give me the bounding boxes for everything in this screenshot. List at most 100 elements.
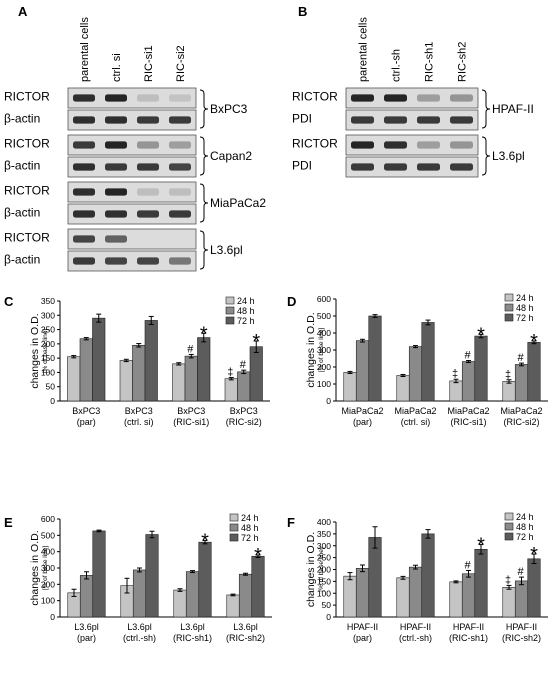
blot-row-label: RICTOR [4,183,50,197]
bar [173,589,187,618]
legend-label: 24 h [241,513,259,523]
bar [238,573,253,618]
blot-band [169,94,191,102]
category-label: L3.6pl [74,622,99,632]
blot-strip [345,109,479,131]
y-axis-label: changes in O.D. [29,530,41,605]
category-sublabel: (par) [353,633,372,643]
legend-swatch [504,293,514,302]
significance-marker: # [517,352,524,364]
blot-band [450,141,473,149]
category-sublabel: (RIC-si1) [173,417,209,427]
significance-marker: * [254,545,262,567]
category-sublabel: (par) [77,633,96,643]
significance-marker: * [200,323,208,345]
category-sublabel: (par) [353,417,372,427]
blot-band [169,163,191,171]
lane-label: RIC-si1 [143,45,155,82]
significance-marker: ‡ [227,367,233,379]
y-axis-label: changes in O.D. [305,312,317,387]
cell-line-label: Capan2 [210,149,252,163]
panel-label: B [298,4,307,19]
legend-swatch [504,512,514,521]
y-tick-label: 300 [317,345,331,355]
legend-label: 72 h [241,533,259,543]
blot-band [169,257,191,265]
blot-band [73,163,95,171]
blot-row-label: RICTOR [4,89,50,103]
y-tick-label: 200 [41,579,55,589]
group-bracket [199,183,209,223]
category-sublabel: (par) [77,417,96,427]
y-tick-label: 500 [41,530,55,540]
blot-band [137,188,159,196]
y-tick-label: 100 [317,379,331,389]
category-sublabel: (RIC-sh1) [449,633,488,643]
significance-marker: * [530,544,538,566]
bar [92,530,106,618]
blot-band [351,94,374,102]
blot-band [105,235,127,243]
y-tick-label: 200 [317,565,331,575]
blot-row-label: RICTOR [292,89,338,103]
y-tick-label: 100 [317,588,331,598]
significance-marker: # [240,359,247,371]
legend-swatch [504,532,514,541]
bar [343,575,357,618]
blot-band [417,94,440,102]
category-sublabel: (RIC-sh2) [502,633,541,643]
bar [514,364,529,402]
legend-swatch [504,522,514,531]
bar [396,375,410,402]
y-axis-label: changes in O.D. [305,532,317,607]
category-sublabel: (ctrl.-sh) [123,633,156,643]
bar [368,537,382,618]
bar [237,371,251,402]
lane-label: ctrl. si [111,53,123,82]
blot-band [137,210,159,218]
blot-band [417,141,440,149]
bar [514,580,529,618]
y-tick-label: 350 [317,529,331,539]
category-label: HPAF-II [506,622,537,632]
group-bracket [199,136,209,176]
y-tick-label: 150 [317,576,331,586]
blot-strip [67,228,197,250]
blot-band [105,188,127,196]
y-axis-label: changes in O.D. [29,313,41,388]
blot-band [169,210,191,218]
category-sublabel: (RIC-si2) [504,417,540,427]
cell-line-label: HPAF-II [492,102,534,116]
legend-label: 48 h [241,523,259,533]
blot-row-label: β-actin [4,205,40,219]
blot-band [105,163,127,171]
category-label: L3.6pl [127,622,152,632]
bar [198,541,212,618]
blot-band [73,210,95,218]
y-tick-label: 100 [41,596,55,606]
cell-line-label: L3.6pl [492,149,525,163]
legend-label: 72 h [516,313,534,323]
blot-band [137,141,159,149]
y-tick-label: 300 [41,563,55,573]
blot-band [450,163,473,171]
blot-band [137,94,159,102]
group-bracket [481,136,491,176]
bar [502,587,516,618]
group-bracket [481,89,491,129]
blot-band [417,116,440,124]
cell-line-label: L3.6pl [210,243,243,257]
y-tick-label: 0 [326,612,331,622]
y-tick-label: 400 [317,517,331,527]
bar [461,361,476,402]
lane-label: ctrl.-sh [391,49,403,82]
blot-band [384,141,407,149]
lane-label: RIC-si2 [175,45,187,82]
blot-row-label: β-actin [4,252,40,266]
blot-band [137,163,159,171]
bar [396,577,410,618]
